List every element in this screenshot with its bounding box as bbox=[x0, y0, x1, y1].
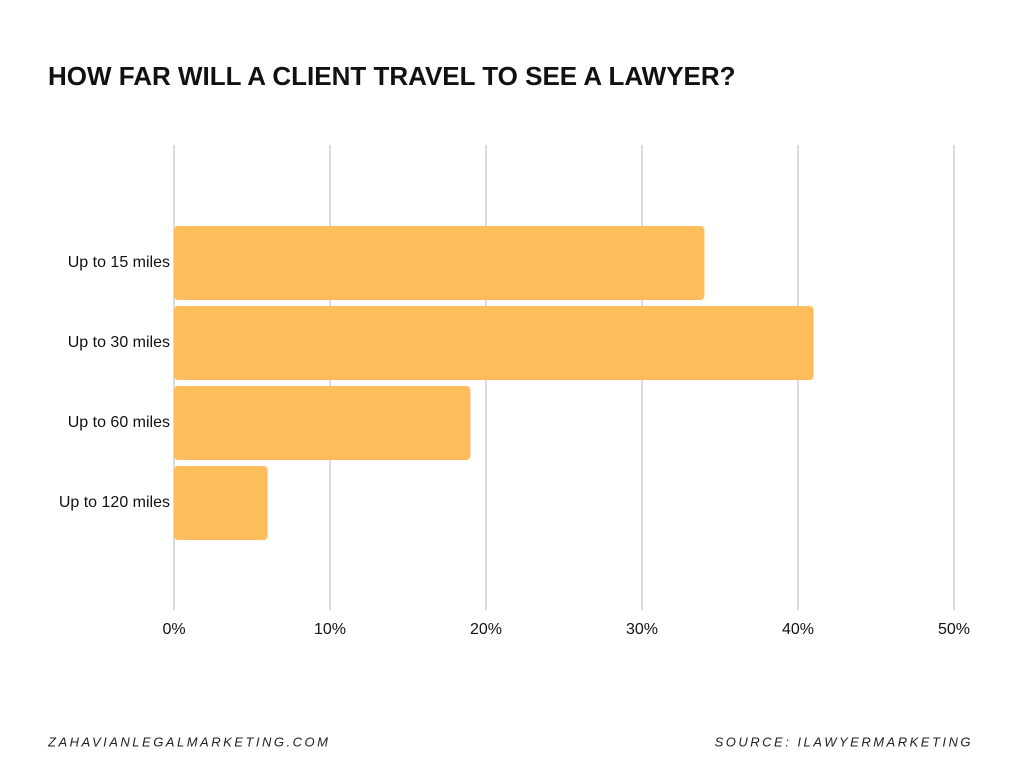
x-tick-label: 40% bbox=[782, 621, 814, 638]
y-tick-label: Up to 120 miles bbox=[59, 494, 170, 511]
y-tick-label: Up to 15 miles bbox=[68, 254, 170, 271]
x-tick-label: 30% bbox=[626, 621, 658, 638]
chart-title: HOW FAR WILL A CLIENT TRAVEL TO SEE A LA… bbox=[48, 61, 736, 91]
bar bbox=[174, 466, 268, 540]
bar bbox=[174, 226, 705, 300]
source: SOURCE: ILAWYERMARKETING bbox=[715, 734, 973, 749]
x-tick-label: 0% bbox=[162, 621, 185, 638]
bar bbox=[174, 306, 814, 380]
y-tick-label: Up to 30 miles bbox=[68, 334, 170, 351]
x-tick-label: 50% bbox=[938, 621, 970, 638]
website: ZAHAVIANLEGALMARKETING.COM bbox=[47, 734, 330, 749]
y-tick-label: Up to 60 miles bbox=[68, 414, 170, 431]
x-tick-label: 10% bbox=[314, 621, 346, 638]
bar bbox=[174, 386, 471, 460]
x-tick-label: 20% bbox=[470, 621, 502, 638]
